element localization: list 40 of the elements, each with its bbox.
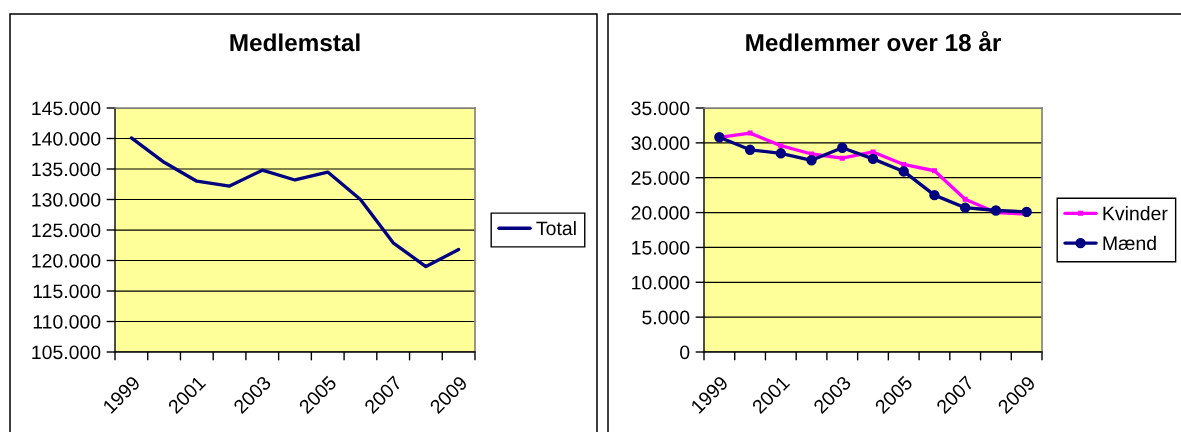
y-tick-label: 105.000	[32, 345, 101, 360]
point	[990, 205, 1002, 216]
point	[962, 196, 968, 202]
point	[775, 148, 787, 159]
y-tick-label: 125.000	[32, 223, 101, 238]
y-tick-label: 120.000	[32, 253, 101, 268]
legend-label: Total	[536, 220, 576, 236]
y-tick-label: 130.000	[32, 192, 101, 207]
point	[837, 142, 848, 153]
y-tick-label: 5.000	[642, 310, 690, 325]
point	[870, 149, 876, 155]
chart-title: Medlemstal	[230, 33, 360, 52]
point	[744, 144, 756, 156]
y-tick-label: 30.000	[631, 136, 690, 151]
legend-label: Kvinder	[1103, 206, 1168, 221]
point	[778, 143, 784, 149]
y-tick-label: 15.000	[632, 240, 690, 255]
y-tick-label: 135.000	[32, 162, 101, 177]
point	[1021, 206, 1032, 218]
chart-title: Medlemmer over 18 år	[746, 31, 1001, 52]
y-tick-label: 35.000	[631, 101, 690, 116]
point	[929, 189, 940, 201]
point	[839, 155, 845, 161]
y-tick-label: 115.000	[33, 284, 101, 299]
y-tick-label: 20.000	[631, 206, 690, 220]
legend-label: Mænd	[1103, 235, 1156, 251]
y-tick-label: 145.000	[32, 101, 101, 116]
point	[931, 168, 937, 174]
y-tick-label: 140.000	[32, 131, 101, 146]
point	[747, 130, 753, 136]
point	[898, 166, 909, 177]
point	[959, 202, 971, 213]
y-tick-label: 10.000	[632, 275, 690, 290]
y-tick-label: 25.000	[631, 171, 690, 185]
y-tick-label: 110.000	[33, 314, 101, 329]
point	[806, 155, 817, 166]
point	[867, 153, 879, 165]
point	[901, 161, 907, 167]
line-series	[129, 136, 461, 269]
y-tick-label: 0	[680, 345, 690, 360]
